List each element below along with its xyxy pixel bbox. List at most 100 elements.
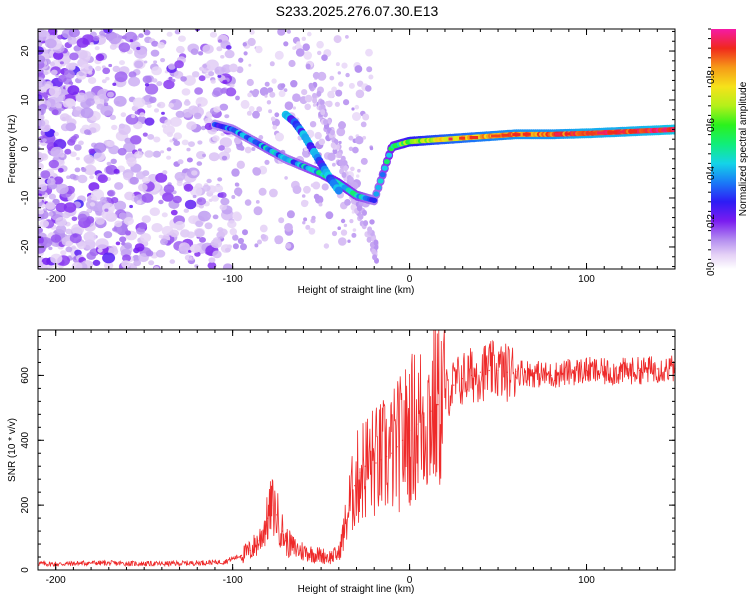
streak-blob <box>366 236 372 243</box>
ridge-core <box>373 191 380 197</box>
snr-point <box>550 374 552 376</box>
noise-blob <box>160 58 166 63</box>
snr-point <box>258 540 260 542</box>
noise-blob <box>71 216 78 222</box>
noise-blob <box>50 234 62 243</box>
noise-blob <box>134 60 144 69</box>
noise-blob <box>351 232 357 238</box>
noise-blob <box>147 134 155 140</box>
noise-blob <box>341 62 348 69</box>
noise-blob <box>207 214 212 218</box>
snr-point <box>532 373 535 375</box>
noise-blob <box>123 172 133 181</box>
streak-blob <box>330 129 335 136</box>
noise-blob <box>38 176 48 187</box>
noise-blob <box>308 227 316 235</box>
noise-blob <box>338 121 346 130</box>
noise-blob <box>95 65 102 72</box>
noise-blob <box>76 49 88 60</box>
noise-blob <box>354 65 363 73</box>
noise-blob <box>149 207 160 216</box>
noise-blob <box>220 55 225 59</box>
noise-blob <box>118 124 131 135</box>
noise-blob <box>301 194 306 198</box>
noise-blob <box>307 31 312 37</box>
noise-blob <box>248 106 255 112</box>
noise-blob <box>161 212 168 218</box>
noise-blob <box>183 100 191 106</box>
noise-blob <box>173 140 181 146</box>
noise-blob <box>302 221 306 225</box>
snr-point <box>497 369 499 372</box>
noise-blob <box>69 173 77 180</box>
ridge-core <box>377 178 384 184</box>
noise-blob <box>186 157 193 163</box>
noise-blob <box>123 142 136 153</box>
noise-blob <box>105 76 110 81</box>
colorbar-tick-label: 0.8 <box>706 70 717 84</box>
noise-blob <box>303 217 308 222</box>
noise-blob <box>138 33 144 38</box>
noise-blob <box>231 195 236 199</box>
snr-point <box>488 369 490 372</box>
noise-blob <box>133 259 142 267</box>
noise-blob <box>97 248 103 253</box>
noise-blob <box>196 161 203 166</box>
noise-blob <box>251 147 256 151</box>
snr-point <box>370 462 372 464</box>
y-tick-label: -10 <box>20 190 31 205</box>
noise-blob <box>247 92 253 98</box>
noise-blob <box>124 242 132 249</box>
noise-blob <box>292 106 296 110</box>
noise-blob <box>242 229 248 236</box>
noise-blob <box>93 35 100 42</box>
snr-point <box>444 394 446 396</box>
noise-blob <box>173 71 184 79</box>
snr-point <box>396 446 398 448</box>
snr-point <box>386 455 388 458</box>
noise-blob <box>186 147 191 152</box>
noise-blob <box>172 195 182 204</box>
snr-point <box>375 462 377 464</box>
noise-blob <box>195 220 204 228</box>
noise-blob <box>334 101 340 107</box>
noise-blob <box>115 241 121 246</box>
noise-blob <box>92 259 101 266</box>
colorbar-gradient <box>711 29 736 269</box>
noise-blob <box>312 181 321 190</box>
noise-blob <box>124 31 138 43</box>
noise-blob <box>340 218 346 224</box>
noise-blob <box>113 168 120 174</box>
noise-blob <box>95 217 105 225</box>
noise-blob <box>166 131 173 137</box>
noise-blob <box>93 95 99 100</box>
noise-blob <box>216 46 223 52</box>
noise-blob <box>184 254 193 261</box>
noise-blob <box>338 140 342 145</box>
noise-blob <box>64 148 72 155</box>
noise-blob <box>278 90 286 98</box>
noise-blob <box>147 173 159 183</box>
noise-blob <box>74 167 81 173</box>
noise-blob <box>104 208 109 212</box>
noise-blob <box>139 112 146 118</box>
ridge-peak <box>597 131 604 135</box>
noise-blob <box>71 245 76 250</box>
noise-blob <box>71 106 76 110</box>
noise-blob <box>88 182 100 192</box>
noise-blob <box>196 97 203 103</box>
noise-blob <box>48 246 53 251</box>
noise-blob <box>106 140 115 148</box>
noise-blob <box>101 79 107 84</box>
snr-point <box>603 371 605 373</box>
streak-blob <box>323 119 328 125</box>
noise-blob <box>318 202 323 207</box>
snr-xlabel: Height of straight line (km) <box>298 584 415 595</box>
noise-blob <box>128 71 137 78</box>
streak-blob <box>320 104 326 111</box>
noise-blob <box>196 151 206 160</box>
streak-blob <box>330 142 336 149</box>
noise-blob <box>362 135 367 140</box>
snr-point <box>240 554 243 557</box>
colorbar-tick-label: 0.6 <box>706 118 717 132</box>
